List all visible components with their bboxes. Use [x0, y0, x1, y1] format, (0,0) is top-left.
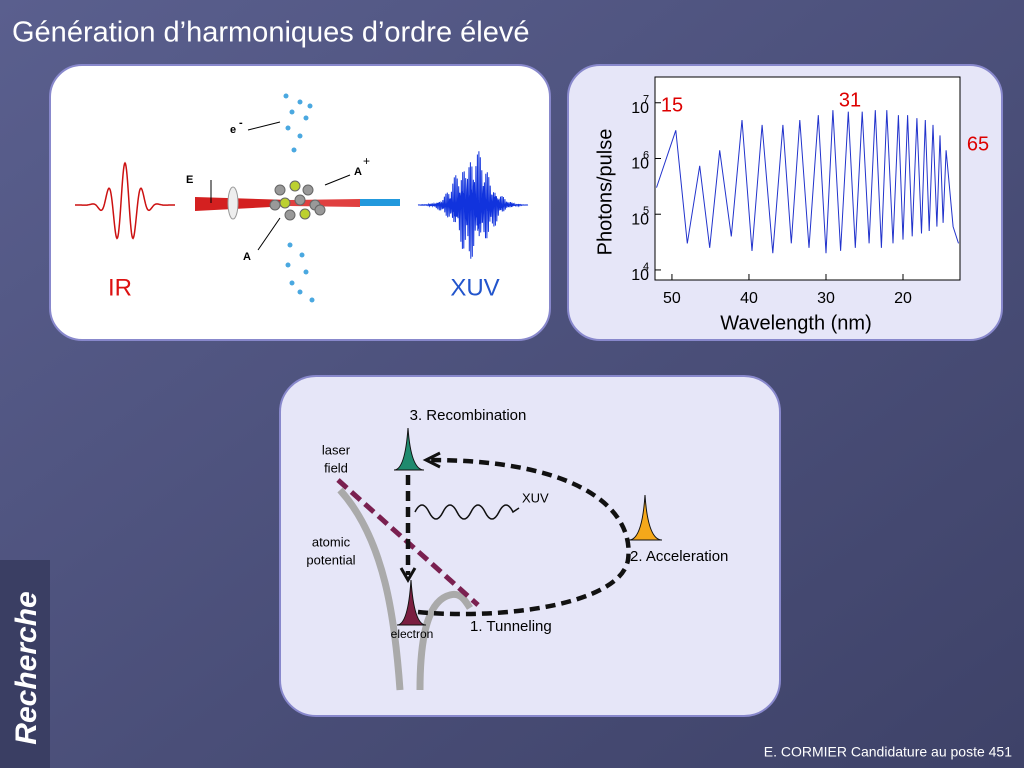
plot-frame — [654, 76, 961, 281]
xuv-beam — [360, 199, 400, 206]
footer: E. CORMIER Candidature au poste 451 — [764, 744, 1012, 760]
xuv-pulse — [417, 151, 529, 259]
ir-beam — [195, 197, 290, 211]
label: electron — [391, 627, 434, 641]
annotation: 31 — [839, 89, 861, 111]
x-tick-label: 40 — [740, 290, 758, 307]
beam-focus — [290, 199, 360, 207]
electron-cloud — [283, 93, 315, 303]
label: IR — [108, 274, 132, 301]
label: A — [354, 166, 362, 178]
step-label: 1. Tunneling — [470, 618, 552, 635]
lens — [227, 186, 239, 220]
pointer — [257, 217, 281, 251]
y-tick-label: 10 — [631, 211, 649, 228]
slide-title: Génération d’harmoniques d’ordre élevé — [12, 17, 529, 49]
wavepacket — [628, 494, 663, 541]
label: + — [363, 154, 370, 168]
label: A — [243, 251, 251, 263]
potential — [337, 487, 404, 691]
x-tick-label: 20 — [894, 290, 912, 307]
label: E — [186, 174, 193, 186]
mechanism-panel — [279, 375, 781, 717]
label: e — [230, 124, 236, 136]
potential — [416, 590, 473, 691]
annotation: 15 — [661, 94, 683, 116]
y-axis-label: Photons/pulse — [594, 129, 616, 256]
annotation: 65 — [967, 133, 989, 155]
label: XUV — [522, 490, 549, 505]
label: XUV — [450, 274, 499, 301]
x-tick-label: 50 — [663, 290, 681, 307]
step-label: 3. Recombination — [410, 407, 527, 424]
wavepacket — [396, 579, 427, 626]
y-tick-label: 10 — [631, 156, 649, 173]
pointer — [324, 174, 351, 186]
step-label: 2. Acceleration — [630, 548, 728, 565]
x-tick-label: 30 — [817, 290, 835, 307]
sidebar-band — [0, 560, 50, 768]
y-tick-exponent: 7 — [643, 94, 649, 106]
arrowhead — [422, 451, 441, 469]
y-tick-exponent: 6 — [643, 149, 649, 161]
label: - — [239, 117, 243, 129]
label: atomic — [312, 534, 351, 549]
y-tick-exponent: 5 — [643, 205, 649, 217]
ir-pulse — [75, 161, 175, 240]
pointer — [247, 121, 281, 131]
atoms — [269, 180, 326, 221]
spectrum — [656, 110, 959, 254]
label: field — [324, 460, 348, 475]
y-tick-label: 10 — [631, 267, 649, 284]
arrowhead — [399, 567, 417, 583]
y-tick-label: 10 — [631, 100, 649, 117]
x-axis-label: Wavelength (nm) — [720, 312, 872, 334]
label: laser — [322, 442, 351, 457]
sidebar-label: Recherche — [10, 591, 43, 744]
wavepacket — [393, 427, 425, 471]
xuv-wave — [414, 504, 520, 520]
y-tick-exponent: 4 — [643, 261, 649, 273]
label: potential — [306, 552, 355, 567]
trajectory — [417, 457, 631, 617]
